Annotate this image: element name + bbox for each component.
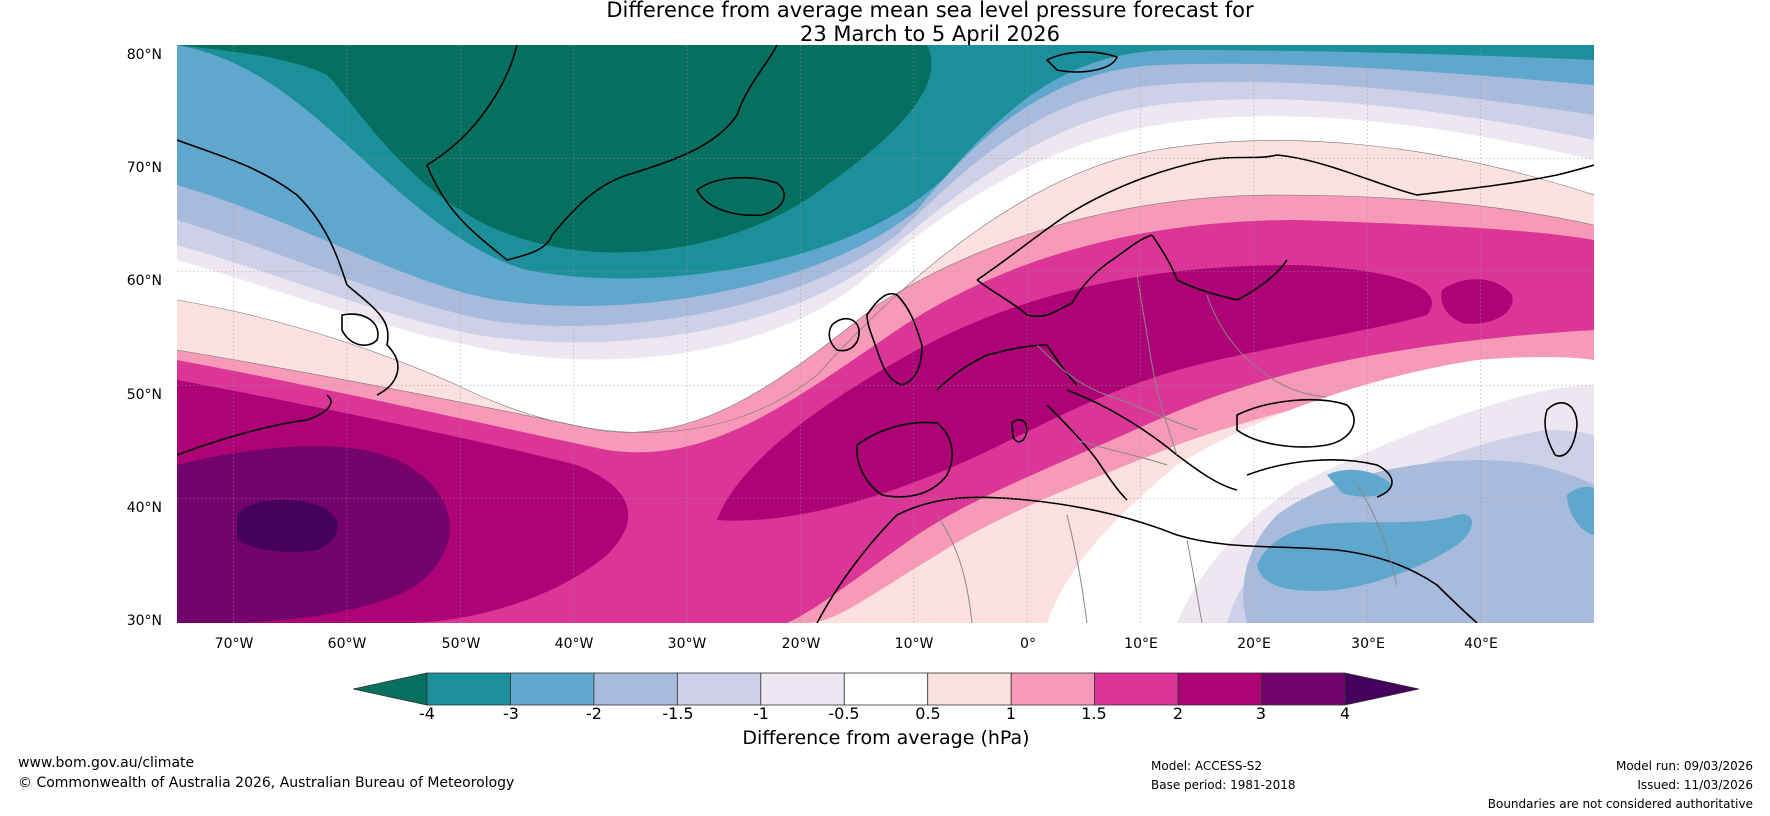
colorbar-extend-high (1344, 672, 1419, 706)
colorbar-box (1261, 672, 1346, 706)
coast-nova-scotia (177, 394, 332, 456)
coast-labrador (177, 139, 399, 396)
map-title: Difference from average mean sea level p… (0, 0, 1770, 46)
lon-label-70w: 70°W (214, 636, 254, 652)
lon-label-10w: 10°W (894, 636, 934, 652)
border-line (936, 514, 973, 623)
colorbar-box (510, 672, 595, 706)
coast-turkey (1246, 459, 1393, 498)
lon-label-0: 0° (1020, 636, 1036, 652)
colorbar-tick: 2 (1172, 704, 1184, 723)
lon-label-30w: 30°W (667, 636, 707, 652)
border-line (1356, 484, 1398, 586)
border-line (1076, 439, 1168, 466)
colorbar-tick: 1 (1005, 704, 1017, 723)
coast-norway (976, 154, 1278, 281)
colorbar-box (843, 672, 929, 706)
footer-disclaimer: Boundaries are not considered authoritat… (1487, 797, 1753, 811)
lon-label-50w: 50°W (441, 636, 481, 652)
band-pos-3-russia (1441, 279, 1513, 324)
lon-label-30e: 30°E (1351, 636, 1385, 652)
footer-website: www.bom.gov.au/climate (18, 755, 195, 771)
colorbar-box (676, 672, 762, 706)
coast-scandinavia (976, 234, 1153, 318)
colorbar-box (1094, 672, 1179, 706)
coast-black-sea (1236, 399, 1355, 448)
colorbar-box (1177, 672, 1262, 706)
lat-label-70n: 70°N (126, 160, 162, 176)
lon-label-40w: 40°W (554, 636, 594, 652)
coast-iceland (696, 176, 785, 217)
colorbar-box (1010, 672, 1096, 706)
colorbar-box (593, 672, 678, 706)
colorbar-tick: 0.5 (915, 704, 941, 723)
colorbar-label: Difference from average (hPa) (742, 727, 1030, 749)
coast-greenland (426, 45, 778, 261)
coast-balkans (1066, 389, 1238, 491)
coast-italy (1046, 404, 1128, 501)
graticule (177, 45, 1594, 623)
colorbar-tick: -1 (753, 704, 769, 723)
colorbar-tick: -0.5 (828, 704, 860, 723)
band-se-neg-3b (1327, 469, 1392, 497)
lon-label-20e: 20°E (1237, 636, 1271, 652)
lon-label-20w: 20°W (781, 636, 821, 652)
lat-label-30n: 30°N (126, 613, 162, 629)
lat-label-80n: 80°N (126, 47, 162, 63)
lon-label-10e: 10°E (1124, 636, 1158, 652)
colorbar-extend-low (353, 672, 428, 706)
anomaly-map (177, 45, 1594, 623)
colorbar-tick: -3 (503, 704, 519, 723)
footer-issued: Issued: 11/03/2026 (1637, 778, 1753, 792)
colorbar-tick: 1.5 (1081, 704, 1107, 723)
coast-britain (866, 293, 923, 386)
border-line (1066, 514, 1088, 623)
colorbar (353, 672, 1419, 706)
coast-svalbard (1046, 51, 1118, 73)
lon-label-60w: 60°W (327, 636, 367, 652)
footer-base-period: Base period: 1981-2018 (1151, 778, 1296, 792)
border-line (1186, 539, 1203, 623)
band-neg-max (177, 45, 932, 253)
lat-label-40n: 40°N (126, 500, 162, 516)
footer-model: Model: ACCESS-S2 (1151, 759, 1263, 773)
coast-europe-west (936, 344, 1078, 391)
colorbar-tick: 4 (1339, 704, 1351, 723)
lat-label-60n: 60°N (126, 273, 162, 289)
coast-north-africa (816, 496, 1478, 623)
colorbar-tick: -4 (419, 704, 435, 723)
lon-label-40e: 40°E (1464, 636, 1498, 652)
contour-line (177, 194, 1594, 433)
title-line-1: Difference from average mean sea level p… (606, 0, 1254, 22)
title-line-2: 23 March to 5 April 2026 (800, 22, 1060, 46)
colorbar-box (760, 672, 845, 706)
colorbar-tick: -1.5 (662, 704, 694, 723)
colorbar-box (927, 672, 1012, 706)
colorbar-tick: 3 (1255, 704, 1267, 723)
band-pos-max (237, 499, 338, 552)
border-line (1206, 294, 1328, 398)
coast-russia-arctic (1276, 154, 1594, 196)
coast-caspian (1544, 402, 1578, 457)
coast-ireland (828, 317, 860, 352)
border-line (1136, 274, 1178, 456)
colorbar-tick: -2 (586, 704, 602, 723)
band-se-neg-3 (1257, 514, 1472, 591)
coast-finland-baltic (1151, 234, 1288, 301)
coast-iberia (856, 421, 953, 498)
footer-copyright: © Commonwealth of Australia 2026, Austra… (18, 775, 515, 791)
colorbar-box (426, 672, 511, 706)
map-svg (177, 45, 1594, 623)
footer-model-run: Model run: 09/03/2026 (1615, 759, 1753, 773)
border-line (1036, 344, 1198, 431)
lat-label-50n: 50°N (126, 387, 162, 403)
contour-line (177, 140, 1594, 433)
